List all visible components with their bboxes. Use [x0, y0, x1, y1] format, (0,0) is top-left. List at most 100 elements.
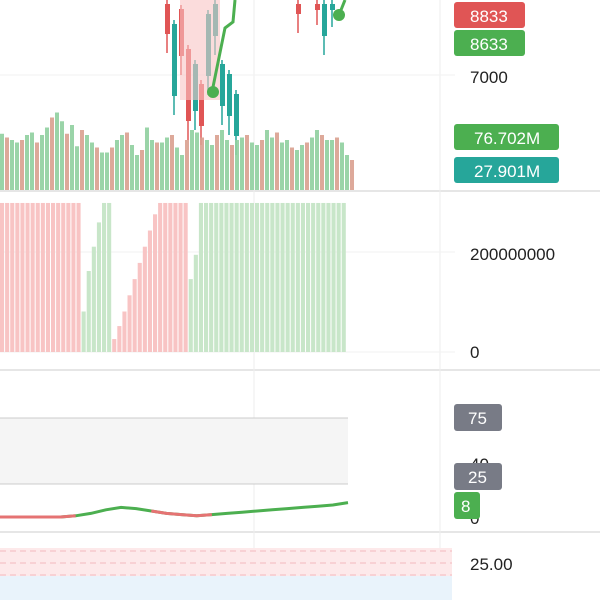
volume-overlay-bar	[55, 112, 59, 190]
volume-bar	[188, 279, 193, 352]
candlestick-series	[165, 0, 347, 155]
volume-overlay-bar	[160, 142, 164, 190]
volume-overlay-bar	[50, 117, 54, 190]
volume-overlay-bar	[95, 147, 99, 190]
volume-overlay-bar	[255, 145, 259, 190]
volume-bar	[158, 202, 163, 352]
rsi-tag-current-label: 8	[461, 497, 470, 516]
volume-bar	[30, 202, 35, 352]
candle-body	[296, 4, 301, 14]
volume-overlay-bar	[195, 132, 199, 190]
rsi-line-down-segment	[151, 509, 212, 518]
volume-bar	[275, 202, 280, 352]
volume-overlay-bar	[120, 135, 124, 190]
volume-bar	[326, 202, 331, 352]
trend-marker	[207, 86, 219, 98]
volume-bar	[127, 295, 132, 352]
volume-bar	[214, 202, 219, 352]
volume-overlay-bar	[0, 133, 4, 190]
volume-bar	[331, 202, 336, 352]
volume-bar	[137, 262, 142, 352]
volume-bar	[122, 311, 127, 352]
volume-bar	[209, 202, 214, 352]
volume-tag-current-label: 27.901M	[474, 162, 540, 181]
volume-bar	[219, 202, 224, 352]
volume-bar	[198, 202, 203, 352]
volume-overlay-bar	[300, 145, 304, 190]
volume-overlay-bar	[90, 142, 94, 190]
candle-body	[220, 64, 225, 106]
candle-body	[199, 84, 204, 126]
volume-overlay-bar	[175, 147, 179, 190]
rsi-band	[0, 418, 348, 484]
volume-overlay-bar	[80, 130, 84, 190]
volume-tag-ma-label: 76.702M	[474, 129, 540, 148]
volume-overlay-bar	[230, 145, 234, 190]
volume-overlay-bar	[15, 142, 19, 190]
rsi-tag-upper	[454, 404, 502, 431]
volume-bar	[260, 202, 265, 352]
volume-bar	[20, 202, 25, 352]
volume-overlay-bar	[75, 146, 79, 190]
volume-overlay-bar	[20, 140, 24, 190]
bottom-axis-tick: 25.00	[470, 555, 513, 574]
volume-overlay-bar	[280, 142, 284, 190]
volume-overlay-bar	[290, 147, 294, 190]
volume-overlay-bar	[285, 140, 289, 190]
volume-overlay-bar	[220, 130, 224, 190]
volume-overlay-bar	[85, 135, 89, 190]
volume-overlay-bar	[330, 140, 334, 190]
volume-overlay-bar	[110, 147, 114, 190]
volume-overlay-bar	[325, 140, 329, 190]
volume-bar	[204, 202, 209, 352]
volume-bar	[183, 202, 188, 352]
volume-bar	[10, 202, 15, 352]
price-axis-tick: 7000	[470, 68, 508, 87]
trend-marker	[333, 9, 345, 21]
volume-bar	[35, 202, 40, 352]
volume-axis-tick: 0	[470, 343, 479, 362]
volume-overlay-bar	[5, 137, 9, 190]
volume-overlay-bar	[250, 142, 254, 190]
volume-overlay-bar	[225, 140, 229, 190]
volume-bar	[265, 202, 270, 352]
rsi-line-down-segment	[0, 514, 76, 519]
volume-overlay-bar	[200, 137, 204, 190]
volume-overlay-bar	[305, 142, 309, 190]
volume-overlay-bar	[315, 130, 319, 190]
volume-overlay-bar	[350, 160, 354, 190]
volume-overlay-bar	[210, 145, 214, 190]
volume-bar	[224, 202, 229, 352]
price-tag-low-label: 8633	[470, 35, 508, 54]
volume-bar	[45, 202, 50, 352]
volume-bar	[96, 222, 101, 352]
volume-overlay-bar	[340, 142, 344, 190]
volume-overlay-bar	[65, 133, 69, 190]
volume-bar	[25, 202, 30, 352]
volume-bar	[117, 326, 122, 352]
volume-bar	[255, 202, 260, 352]
volume-bar	[249, 202, 254, 352]
volume-overlay-bar	[165, 137, 169, 190]
bottom-band-red	[0, 548, 452, 576]
rsi-tag-lower-label: 25	[468, 468, 487, 487]
volume-bar	[0, 202, 5, 352]
volume-bar	[239, 202, 244, 352]
volume-bar	[178, 202, 183, 352]
volume-overlay-bar	[245, 135, 249, 190]
candle-body	[165, 4, 170, 34]
volume-overlay-bar	[155, 142, 159, 190]
volume-overlay-bar	[295, 150, 299, 190]
volume-overlay-bar	[185, 140, 189, 190]
volume-overlay-bar	[10, 140, 14, 190]
volume-bar	[285, 202, 290, 352]
volume-tag-ma	[454, 124, 559, 150]
volume-overlay-bar	[345, 155, 349, 190]
volume-bar	[66, 202, 71, 352]
volume-overlay-bar	[265, 130, 269, 190]
volume-overlay-bar	[240, 137, 244, 190]
volume-overlay-bar	[190, 130, 194, 190]
volume-bar	[295, 202, 300, 352]
volume-bar	[91, 246, 96, 352]
volume-bar	[336, 202, 341, 352]
